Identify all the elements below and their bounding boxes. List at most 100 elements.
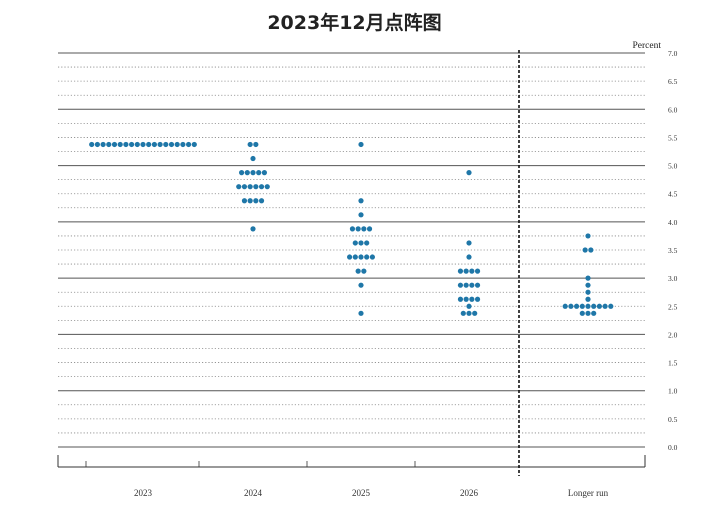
dot-point bbox=[358, 310, 364, 316]
chart-title: 2023年12月点阵图 bbox=[267, 12, 442, 34]
dot-point bbox=[247, 141, 253, 148]
dot-point bbox=[463, 268, 469, 274]
dot-point bbox=[186, 141, 192, 148]
dot-point bbox=[369, 254, 375, 260]
dot-point bbox=[562, 303, 568, 309]
dot-point bbox=[247, 198, 253, 204]
dot-point bbox=[250, 155, 256, 162]
y-tick-label: 2.0 bbox=[668, 330, 678, 339]
dot-point bbox=[472, 310, 478, 316]
dot-point bbox=[585, 296, 591, 302]
dot-point bbox=[608, 303, 614, 309]
dot-point bbox=[111, 141, 118, 148]
dot-point bbox=[347, 254, 353, 260]
y-tick-label: 0.0 bbox=[668, 443, 678, 452]
dot-point bbox=[253, 198, 259, 204]
dot-point bbox=[241, 198, 248, 204]
dot-point bbox=[94, 141, 100, 148]
y-tick-label: 6.0 bbox=[668, 105, 678, 114]
dot-point bbox=[349, 226, 356, 232]
dot-point bbox=[146, 141, 152, 148]
x-axis-category-labels: 2023 2024 2025 2026 Longer run bbox=[134, 488, 609, 498]
dot-point bbox=[364, 254, 370, 260]
dot-point bbox=[602, 303, 608, 309]
dot-point bbox=[585, 275, 591, 281]
y-axis-label: Percent bbox=[633, 41, 662, 51]
dot-point bbox=[358, 254, 364, 260]
dot-point bbox=[258, 184, 265, 190]
dot-point bbox=[466, 254, 472, 260]
dot-point bbox=[460, 310, 466, 316]
y-tick-label: 4.0 bbox=[668, 218, 678, 227]
dot-point bbox=[579, 310, 585, 316]
dot-point bbox=[261, 170, 267, 176]
dot-point bbox=[250, 226, 256, 232]
dot-point bbox=[264, 184, 270, 190]
dot-point bbox=[256, 170, 262, 176]
dot-point bbox=[582, 247, 588, 253]
dot-point bbox=[463, 282, 469, 288]
dot-point bbox=[463, 296, 469, 302]
dot-point bbox=[588, 247, 594, 253]
y-tick-label: 4.5 bbox=[668, 190, 678, 199]
dot-point bbox=[358, 240, 364, 246]
dot-point bbox=[117, 141, 123, 148]
dot-point bbox=[157, 141, 163, 148]
dot-point bbox=[469, 282, 475, 288]
x-category-label: 2024 bbox=[244, 488, 263, 498]
dot-point bbox=[474, 268, 481, 274]
dot-point bbox=[236, 184, 242, 190]
dot-point bbox=[355, 226, 361, 232]
dot-point bbox=[250, 170, 256, 176]
dots-layer bbox=[89, 141, 614, 316]
dot-point bbox=[591, 303, 597, 309]
dot-point bbox=[89, 141, 95, 148]
dot-point bbox=[355, 268, 361, 274]
dot-point bbox=[474, 296, 481, 302]
dot-point bbox=[244, 170, 250, 176]
dot-point bbox=[457, 282, 464, 288]
dot-point bbox=[361, 226, 367, 232]
y-tick-label: 5.0 bbox=[668, 162, 678, 171]
dot-point bbox=[361, 268, 367, 274]
dot-point bbox=[568, 303, 574, 309]
dot-point bbox=[358, 282, 364, 288]
dot-point bbox=[366, 226, 373, 232]
dot-point bbox=[466, 240, 472, 246]
dot-point bbox=[469, 268, 475, 274]
dot-point bbox=[352, 254, 358, 260]
dot-point bbox=[129, 141, 135, 148]
dot-point bbox=[151, 141, 157, 148]
dot-point bbox=[591, 310, 597, 316]
x-category-label: Longer run bbox=[568, 488, 609, 498]
dot-point bbox=[474, 282, 481, 288]
dot-point bbox=[123, 141, 129, 148]
dot-point bbox=[579, 303, 585, 309]
dot-point bbox=[100, 141, 106, 148]
y-tick-label: 5.5 bbox=[668, 133, 678, 142]
y-axis-tick-labels: 0.0 0.5 1.0 1.5 2.0 2.5 3.0 3.5 4.0 4.5 5.0 5.5 6.0 6… bbox=[668, 49, 678, 452]
dot-point bbox=[585, 303, 591, 309]
chart-frame bbox=[57, 50, 646, 476]
dot-point bbox=[457, 296, 464, 302]
dot-point bbox=[140, 141, 146, 148]
dot-point bbox=[241, 184, 248, 190]
dot-point bbox=[358, 198, 364, 204]
dot-point bbox=[168, 141, 175, 148]
dot-point bbox=[596, 303, 603, 309]
gridlines bbox=[58, 52, 645, 448]
dot-point bbox=[457, 268, 464, 274]
dot-point bbox=[253, 184, 259, 190]
dot-point bbox=[191, 141, 197, 148]
dot-point bbox=[585, 289, 591, 295]
dot-point bbox=[466, 303, 472, 309]
y-tick-label: 1.0 bbox=[668, 387, 678, 396]
dot-point bbox=[466, 170, 472, 176]
dot-point bbox=[352, 240, 358, 246]
y-tick-label: 1.5 bbox=[668, 359, 678, 368]
y-tick-label: 3.5 bbox=[668, 246, 678, 255]
x-category-label: 2025 bbox=[352, 488, 371, 498]
y-tick-label: 3.0 bbox=[668, 274, 678, 283]
dot-point bbox=[134, 141, 140, 148]
dot-point bbox=[585, 233, 591, 239]
